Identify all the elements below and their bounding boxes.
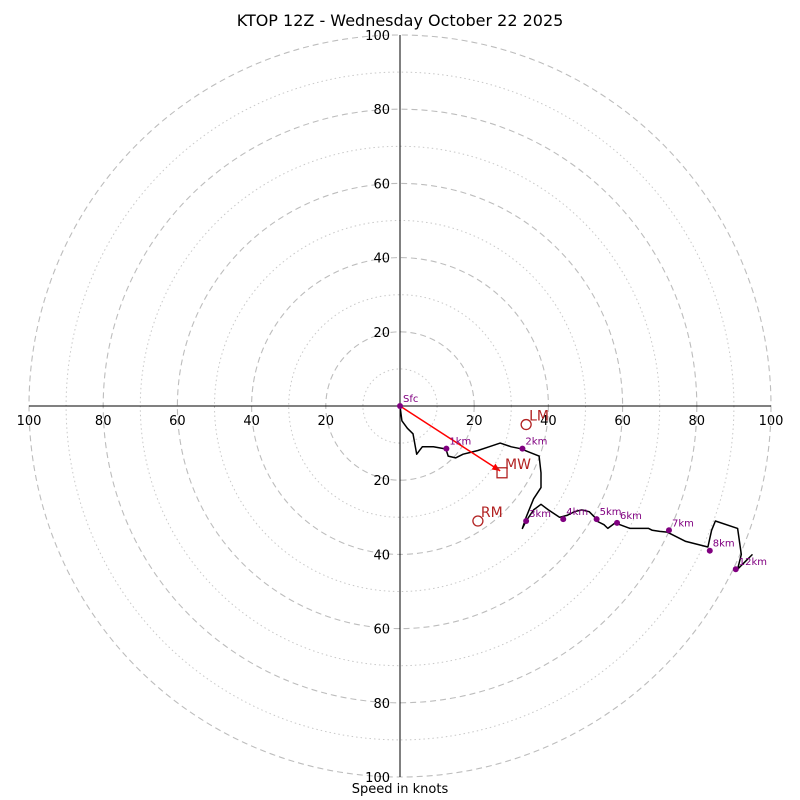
tick-label-top: 60 [373, 177, 390, 192]
mean-wind-vector-arrowhead [491, 463, 501, 471]
height-marker-label-7km: 7km [672, 518, 694, 529]
height-marker-5km [593, 516, 600, 523]
storm-marker-LM [520, 418, 532, 431]
wind-trace-line [399, 405, 754, 570]
storm-marker-RM [472, 515, 484, 527]
tick-label-bottom: 40 [373, 548, 390, 563]
height-marker-3km [523, 518, 530, 525]
height-marker-label-2km: 2km [525, 437, 547, 448]
storm-label-LM: LM [529, 409, 549, 425]
tick-label-bottom: 100 [365, 771, 390, 786]
height-marker-label-12km: 12km [739, 557, 767, 568]
chart-title: KTOP 12Z - Wednesday October 22 2025 [236, 11, 564, 30]
storm-motion-markers: LM MW RM [472, 409, 549, 527]
tick-label-bottom: 80 [373, 697, 390, 712]
tick-label-right: 20 [466, 414, 483, 429]
storm-label-RM: RM [481, 505, 503, 521]
height-marker-label-Sfc: Sfc [403, 394, 418, 405]
tick-label-right: 60 [614, 414, 631, 429]
height-marker-label-6km: 6km [620, 511, 642, 522]
height-marker-7km [665, 527, 672, 534]
height-marker-label-1km: 1km [449, 437, 471, 448]
height-marker-label-4km: 4km [566, 507, 588, 518]
tick-label-left: 100 [17, 414, 42, 429]
height-marker-2km [519, 445, 526, 452]
storm-label-MW: MW [505, 457, 531, 473]
height-marker-1km [443, 445, 450, 452]
axis-tick-labels: 100 100 100 100 80 80 80 80 60 60 60 60 40 40 40 40 20 20… [17, 29, 784, 786]
height-marker-label-8km: 8km [713, 539, 735, 550]
tick-label-right: 100 [759, 414, 784, 429]
mean-wind-vector-group [399, 405, 501, 472]
tick-label-left: 20 [318, 414, 335, 429]
tick-label-top: 20 [373, 326, 390, 341]
tick-label-top: 40 [373, 252, 390, 267]
mean-wind-vector-line [399, 405, 501, 472]
height-marker-label-3km: 3km [529, 509, 551, 520]
height-marker-12km [732, 566, 739, 573]
height-marker-Sfc [397, 403, 403, 409]
tick-label-top: 80 [373, 103, 390, 118]
tick-label-right: 80 [689, 414, 706, 429]
height-marker-6km [614, 519, 621, 526]
height-marker-8km [706, 547, 713, 554]
tick-label-bottom: 60 [373, 623, 390, 638]
tick-label-left: 40 [243, 414, 260, 429]
tick-label-left: 80 [95, 414, 112, 429]
storm-marker-MW [496, 467, 508, 479]
height-marker-4km [560, 516, 567, 523]
height-marker-label-5km: 5km [600, 507, 622, 518]
x-axis-label: Speed in knots [351, 782, 449, 797]
tick-label-left: 60 [169, 414, 186, 429]
tick-label-top: 100 [365, 29, 390, 44]
tick-label-bottom: 20 [373, 474, 390, 489]
tick-label-right: 40 [540, 414, 557, 429]
wind-trace-group [399, 405, 754, 570]
